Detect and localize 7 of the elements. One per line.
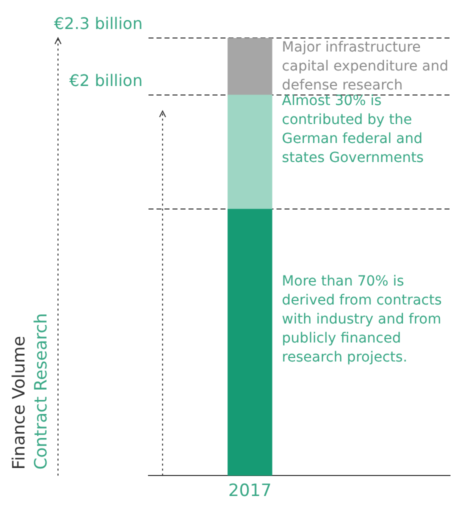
- annotation: Almost 30% is contributed by the German federal and states Governments: [282, 92, 424, 166]
- y-axis-title: Finance Volume Contract Research: [9, 313, 52, 470]
- x-tick-label: 2017: [228, 481, 272, 502]
- y-tick-label: €2.3 billion: [54, 14, 143, 34]
- annotation: Major infrastructure capital expenditure and defense research: [282, 40, 448, 94]
- y-tick-label: €2 billion: [69, 71, 143, 90]
- annotation: More than 70% is derived from contracts with industry and from publicly financed research projects.: [282, 274, 442, 366]
